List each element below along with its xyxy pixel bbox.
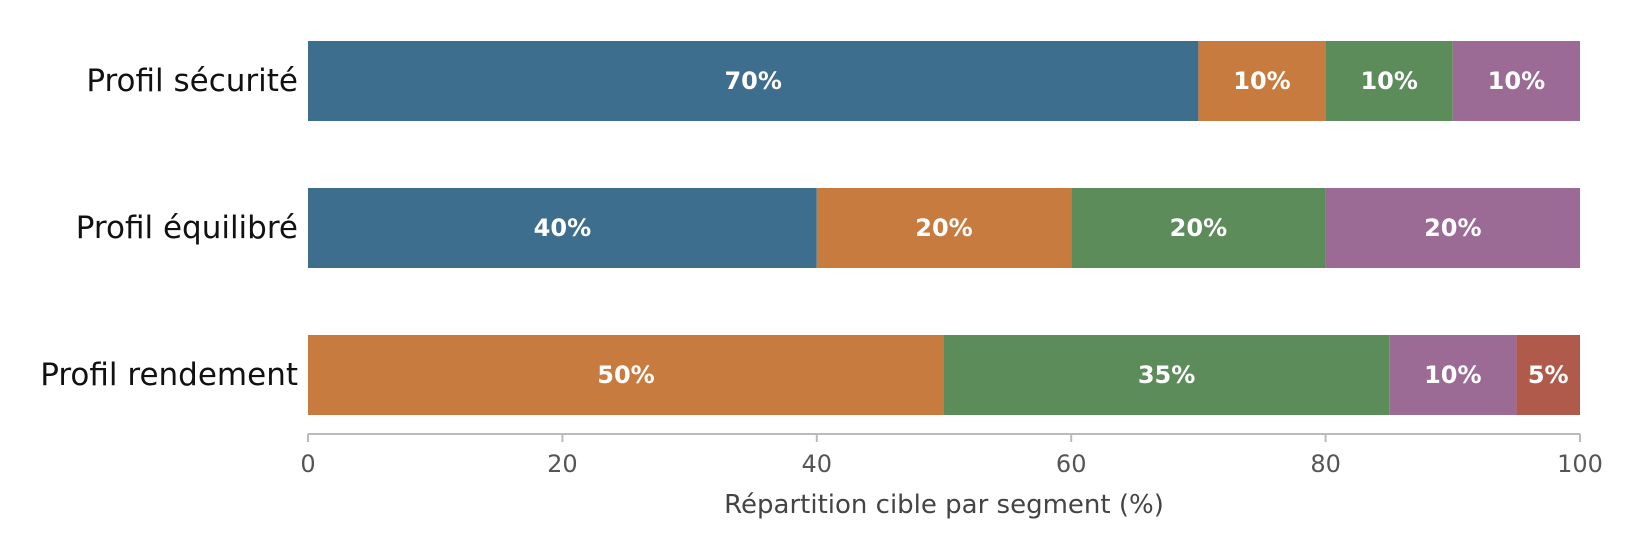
bar-segment [308,41,1199,121]
bar-segment [1516,335,1580,415]
bar-segment [1325,188,1580,268]
segment-value-label: 10% [1424,361,1481,389]
segment-value-label: 10% [1360,67,1417,95]
segment-value-label: 10% [1233,67,1290,95]
x-tick-label: 20 [547,450,578,478]
category-label: Profil équilibré [76,210,298,246]
bar-segment [308,335,944,415]
bar-segment [1325,41,1453,121]
x-axis-ticks: 0 20 40 60 80 100 [300,434,1603,478]
segment-value-label: 20% [1424,214,1481,242]
segment-value-label: 5% [1528,361,1569,389]
segment-value-label: 50% [597,361,654,389]
x-tick-label: 40 [802,450,833,478]
segment-value-label: 20% [1170,214,1227,242]
category-label: Profil rendement [40,357,298,393]
segment-value-label: 35% [1138,361,1195,389]
x-tick-label: 60 [1056,450,1087,478]
bar-segment [1198,41,1326,121]
bar-segment [1071,188,1326,268]
bar-segment [1452,41,1580,121]
bar-segment [1389,335,1517,415]
category-labels: Profil sécurité Profil équilibré Profil re… [40,63,298,393]
bars-group: 70% 10% 10% 10% 40% 20% 20% 20% 50% 35% 10% 5% [308,41,1580,415]
segment-value-label: 70% [724,67,781,95]
bar-segment [944,335,1390,415]
x-tick-label: 0 [300,450,315,478]
x-tick-label: 80 [1310,450,1341,478]
bar-segment [816,188,1072,268]
segment-value-label: 20% [915,214,972,242]
x-axis-title: Répartition cible par segment (%) [724,490,1164,520]
x-tick-label: 100 [1557,450,1603,478]
bar-segment [308,188,817,268]
segment-value-label: 10% [1488,67,1545,95]
category-label: Profil sécurité [86,63,298,99]
segment-value-label: 40% [534,214,591,242]
